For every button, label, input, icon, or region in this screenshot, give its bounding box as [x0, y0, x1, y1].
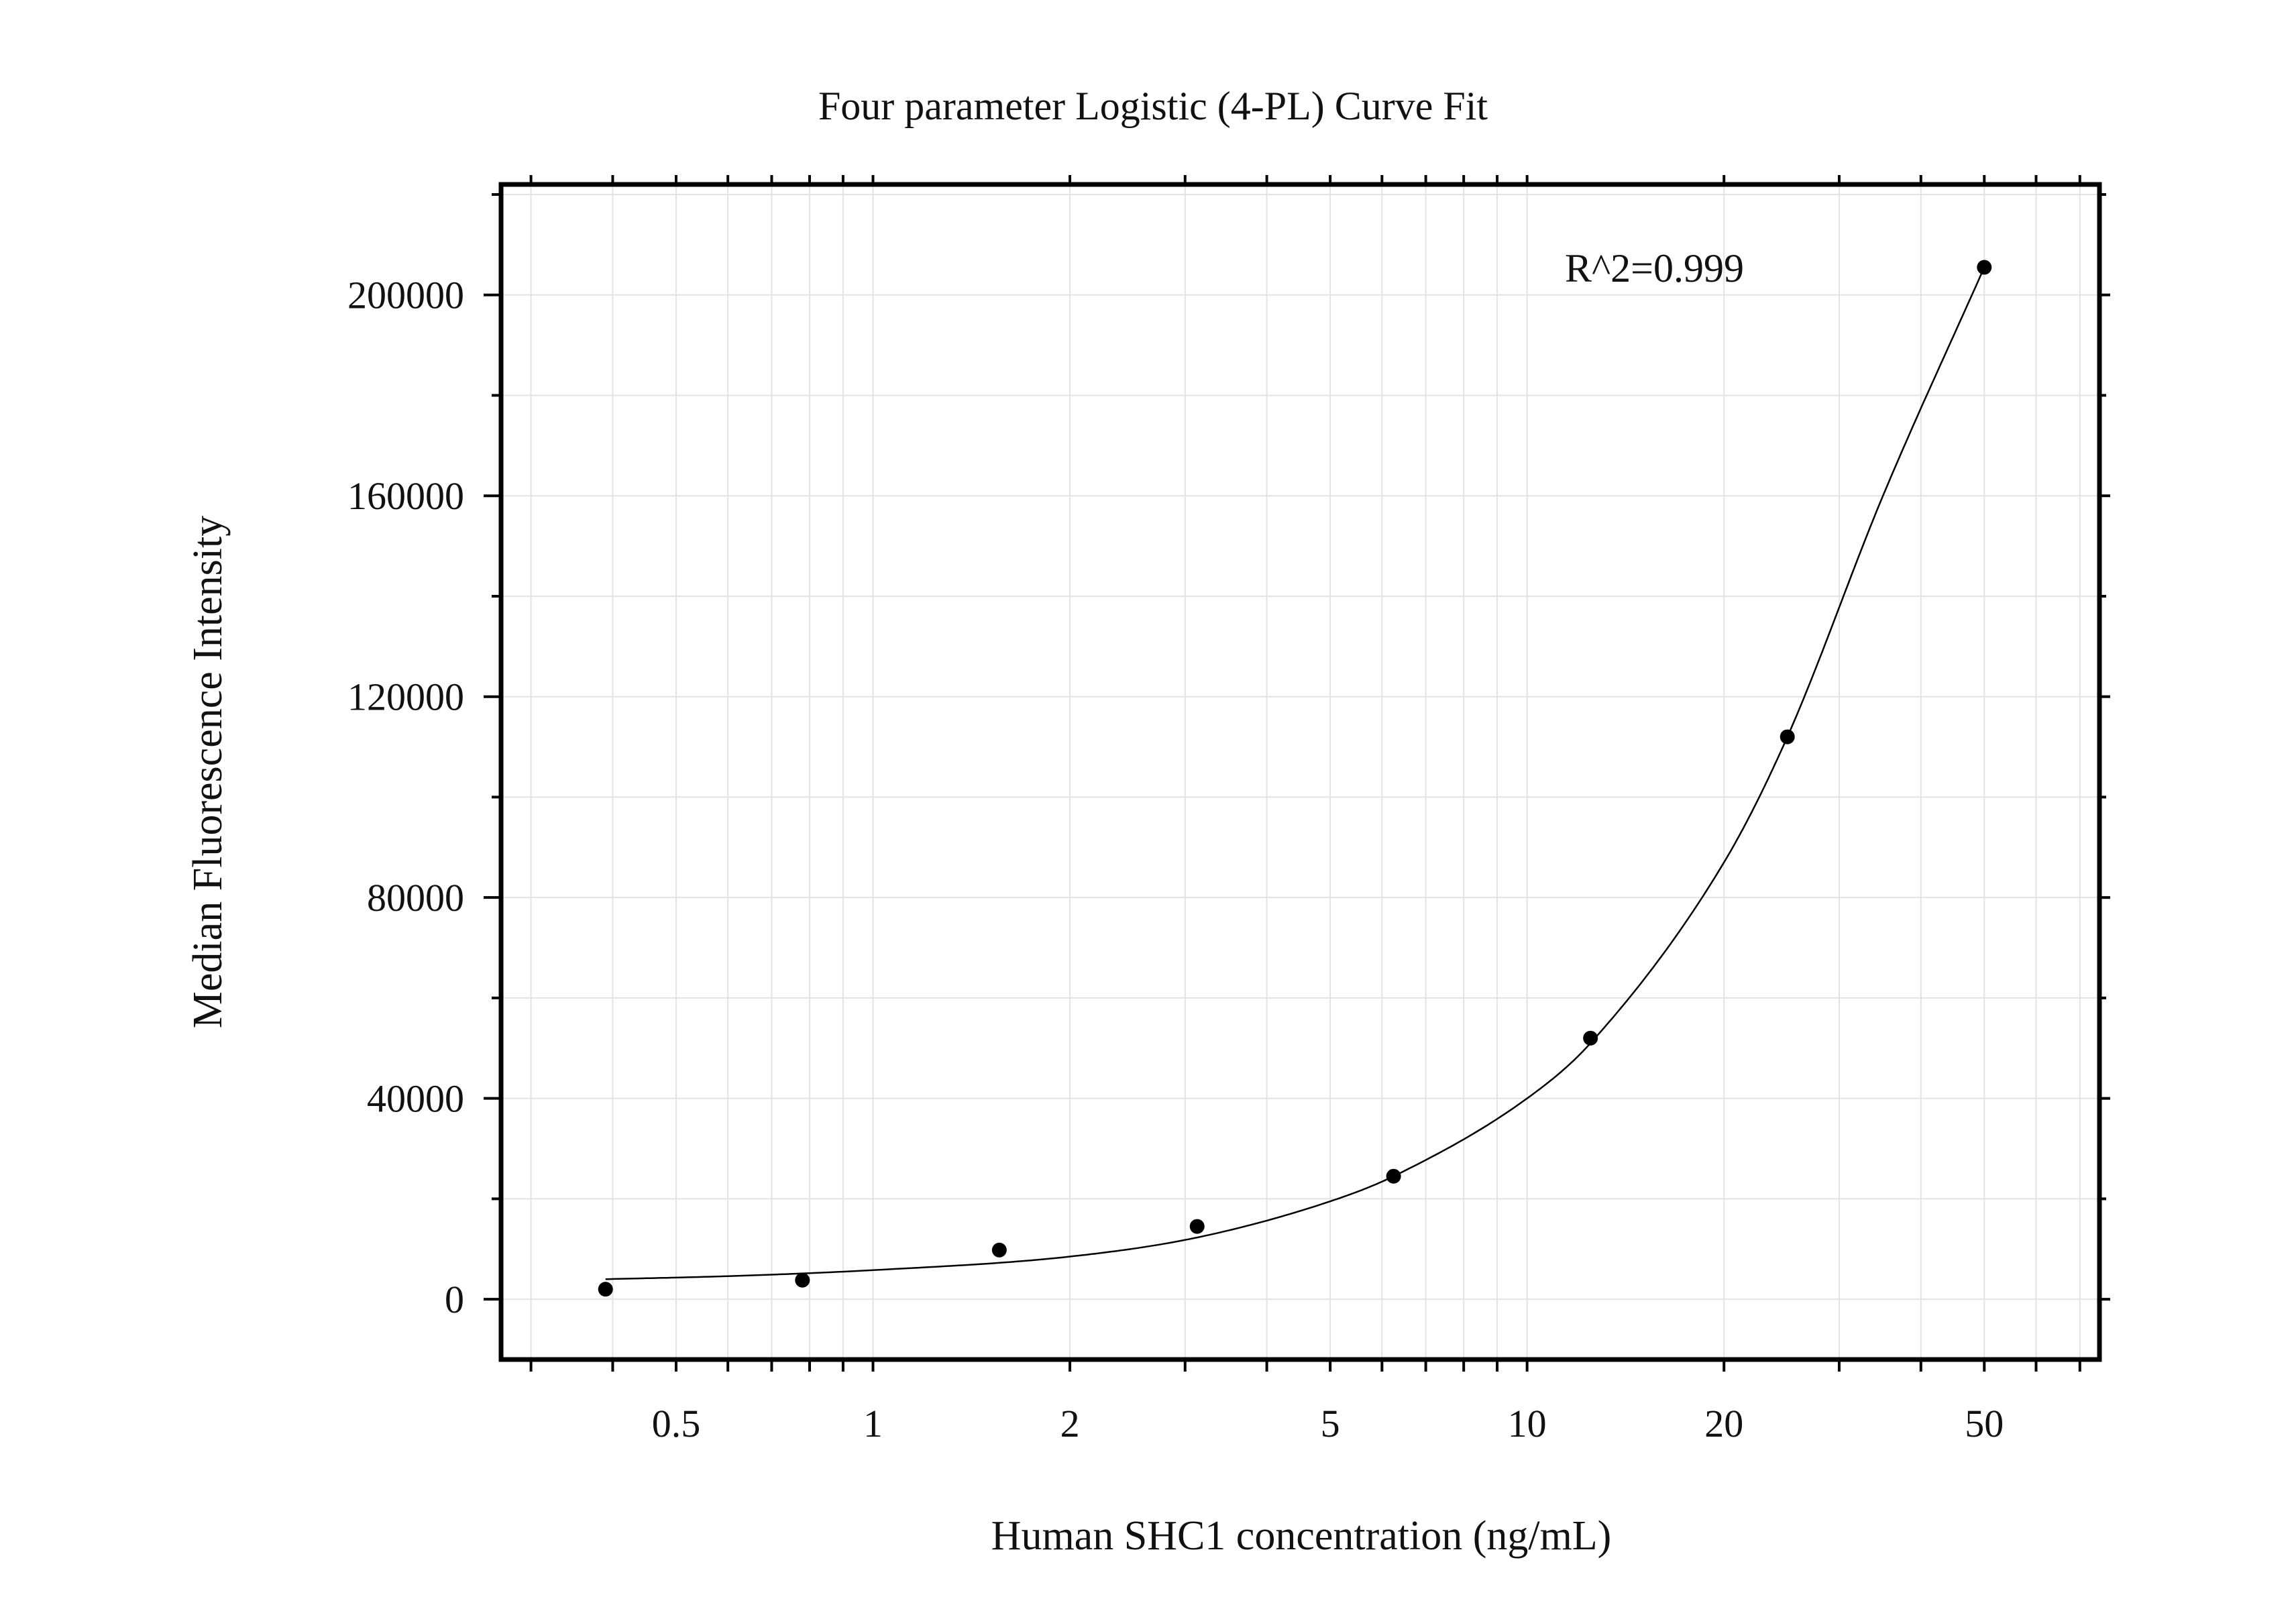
x-tick-label: 0.5	[652, 1402, 701, 1445]
chart-title: Four parameter Logistic (4-PL) Curve Fit	[818, 84, 1488, 128]
data-point	[1780, 729, 1795, 744]
y-tick-label: 80000	[367, 876, 464, 920]
fit-curve	[605, 266, 1985, 1280]
x-tick-label: 50	[1965, 1402, 2004, 1445]
y-tick-label: 120000	[347, 675, 464, 719]
plot-frame	[498, 182, 2102, 1362]
data-point	[991, 1242, 1007, 1258]
fit-curve-layer	[605, 266, 1985, 1280]
data-point	[1386, 1168, 1401, 1184]
r-squared-annotation: R^2=0.999	[1565, 246, 1744, 290]
y-axis-label: Median Fluorescence Intensity	[185, 516, 231, 1028]
data-points-layer	[598, 260, 1992, 1297]
y-tick-label: 40000	[367, 1077, 464, 1121]
y-tick-label: 200000	[347, 274, 464, 317]
data-point	[1977, 260, 1992, 275]
x-axis-label: Human SHC1 concentration (ng/mL)	[991, 1513, 1612, 1559]
x-tick-label: 20	[1704, 1402, 1743, 1445]
x-tick-label: 10	[1508, 1402, 1547, 1445]
data-point	[1189, 1219, 1205, 1234]
data-point	[1583, 1030, 1598, 1046]
ticks-layer: 0.5 1 2 5 10 20 50 0 40000 80000 120000 160000 20000…	[347, 175, 2110, 1445]
x-tick-label: 2	[1060, 1402, 1080, 1445]
x-tick-label: 5	[1321, 1402, 1340, 1445]
y-tick-label: 160000	[347, 474, 464, 518]
grid-layer	[501, 184, 2099, 1360]
x-tick-label: 1	[863, 1402, 883, 1445]
y-tick-label: 0	[445, 1278, 464, 1321]
data-point	[598, 1282, 613, 1297]
data-point	[795, 1272, 810, 1288]
